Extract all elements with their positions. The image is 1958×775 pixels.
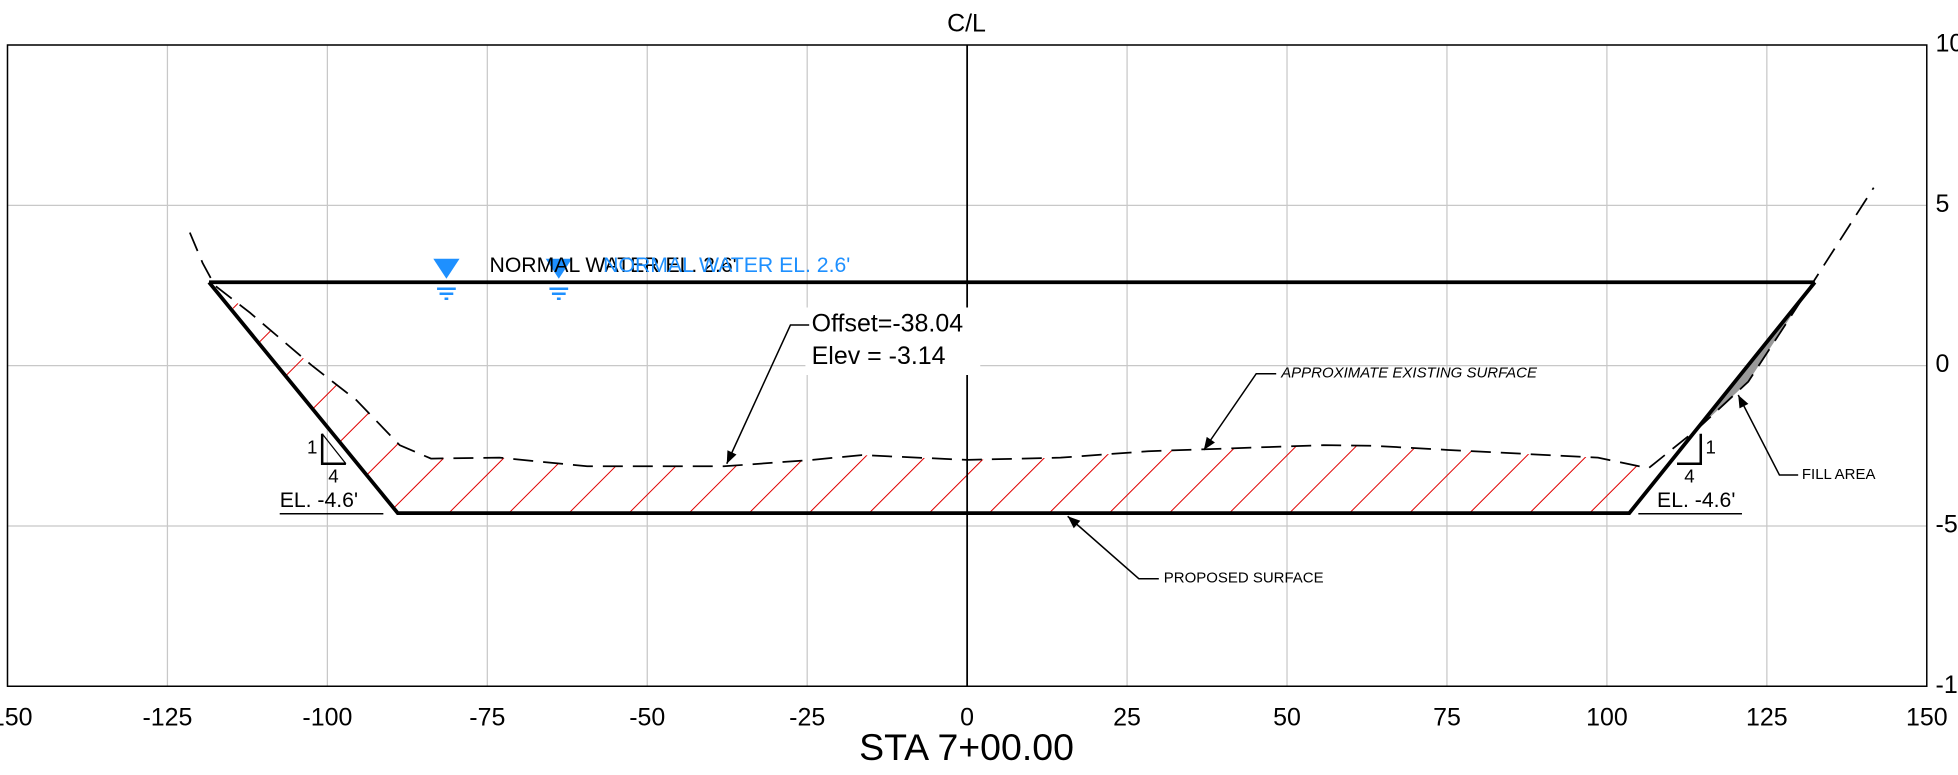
existing-surface (189, 187, 1875, 470)
x-tick-label: -150 (0, 703, 32, 731)
y-tick-label: -10 (1936, 671, 1958, 699)
fills (214, 282, 1815, 514)
slope-rise: 1 (1706, 437, 1716, 458)
slope-triangle (321, 433, 347, 465)
surface-line (207, 281, 1817, 515)
y-tick-label: -5 (1936, 511, 1958, 539)
x-tick-label: 150 (1906, 703, 1948, 731)
fill-label: FILL AREA (1802, 466, 1876, 483)
x-tick-label: 25 (1113, 703, 1141, 731)
x-tick-label: 100 (1586, 703, 1628, 731)
x-tick-label: -25 (789, 703, 825, 731)
leader (1203, 373, 1277, 451)
y-tick-label: 5 (1936, 190, 1950, 218)
leader (1067, 515, 1159, 580)
water-symbol (433, 258, 572, 300)
el-label: EL. -4.6' (1657, 489, 1735, 512)
x-tick-label: 75 (1433, 703, 1461, 731)
offset-label: Offset=-38.04 (812, 310, 964, 338)
centerline-label: C/L (947, 10, 986, 38)
leader (726, 324, 810, 465)
slope-triangle (1677, 433, 1703, 465)
y-tick-label: 10 (1936, 30, 1958, 58)
x-tick-label: -75 (469, 703, 505, 731)
x-tick-label: 125 (1746, 703, 1788, 731)
slope-triangle (320, 433, 346, 465)
x-tick-label: -100 (302, 703, 352, 731)
existing-label: APPROXIMATE EXISTING SURFACE (1280, 365, 1538, 382)
x-tick-label: 0 (960, 703, 974, 731)
elev-label: Elev = -3.14 (812, 342, 946, 370)
lines (189, 187, 1875, 515)
y-tick-label: 0 (1936, 350, 1950, 378)
slope-run: 4 (1684, 465, 1694, 486)
slope-rise: 1 (307, 437, 317, 458)
callout-bg (805, 307, 981, 375)
ticks: -150-125-100-75-50-250255075100125150-10… (0, 30, 1958, 732)
chart-title: STA 7+00.00 (859, 726, 1074, 768)
slope-run: 4 (328, 465, 338, 486)
cut-hatch (214, 285, 1649, 514)
water-label: NORMAL WATER EL. 2.6' (490, 254, 737, 277)
proposed-label: PROPOSED SURFACE (1164, 570, 1324, 587)
water-label-blue: NORMAL WATER EL. 2.6' (603, 254, 850, 277)
x-tick-label: -50 (629, 703, 665, 731)
x-tick-label: 50 (1273, 703, 1301, 731)
leader (1737, 394, 1799, 476)
el-label: EL. -4.6' (280, 489, 358, 512)
x-tick-label: -125 (142, 703, 192, 731)
